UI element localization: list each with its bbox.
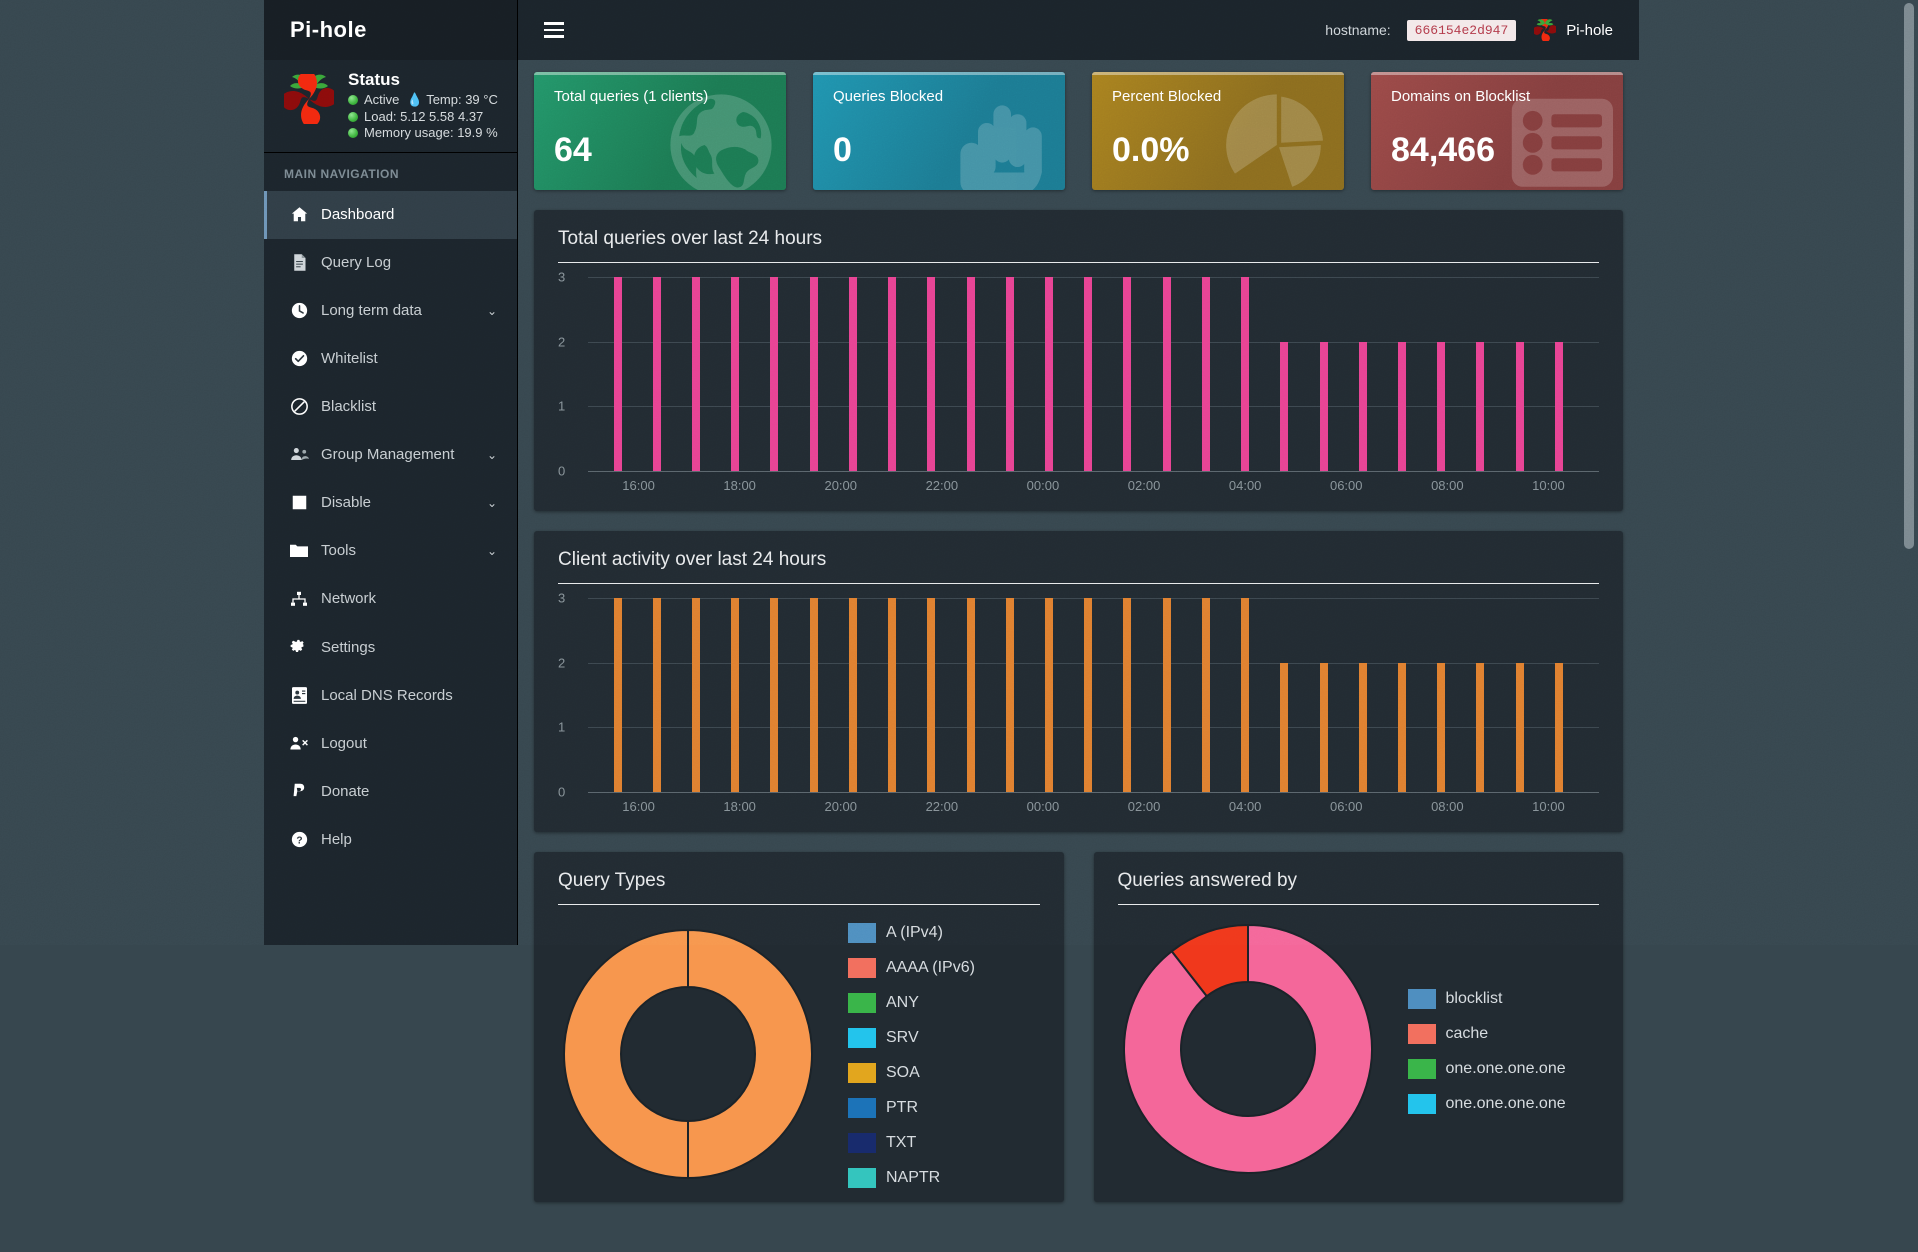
svg-text:?: ? (296, 835, 302, 846)
